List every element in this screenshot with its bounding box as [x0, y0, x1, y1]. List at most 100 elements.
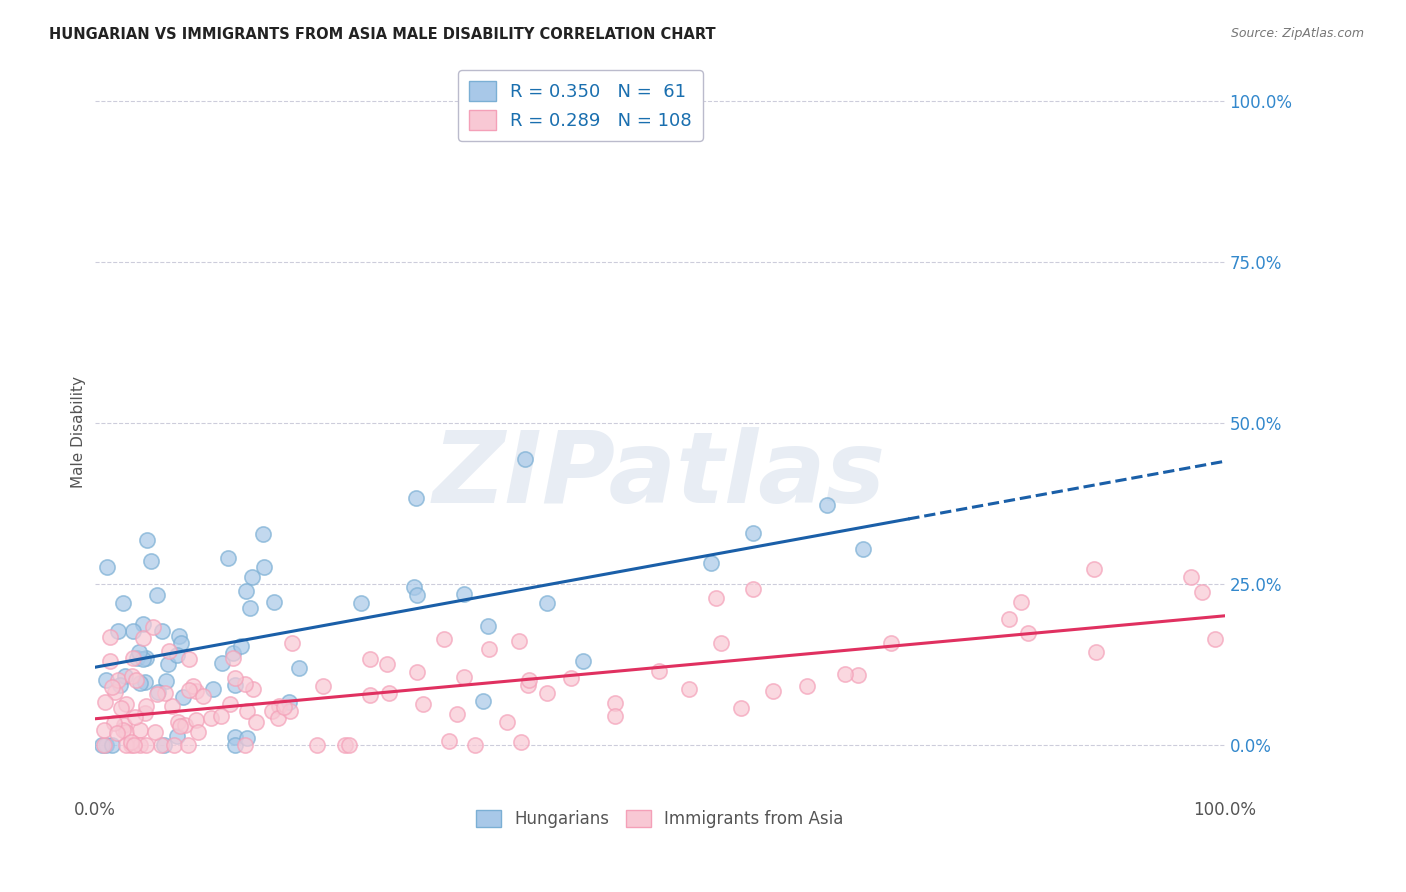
Point — [848, 667, 870, 681]
Point — [224, 678, 246, 692]
Point — [741, 582, 763, 597]
Point — [179, 683, 201, 698]
Point — [572, 654, 595, 668]
Point — [603, 709, 626, 723]
Point — [647, 664, 669, 678]
Point — [131, 616, 153, 631]
Point — [287, 661, 309, 675]
Point — [184, 713, 207, 727]
Point — [339, 738, 361, 752]
Point — [834, 667, 856, 681]
Point — [166, 730, 188, 744]
Point — [135, 738, 157, 752]
Point — [211, 656, 233, 670]
Point — [104, 685, 127, 699]
Point — [730, 701, 752, 715]
Point — [209, 708, 232, 723]
Point — [333, 738, 356, 752]
Point — [472, 694, 495, 708]
Point — [517, 678, 540, 692]
Point — [1204, 632, 1226, 646]
Point — [128, 645, 150, 659]
Point — [107, 673, 129, 687]
Point — [173, 718, 195, 732]
Point — [236, 731, 259, 746]
Point — [122, 651, 145, 665]
Point — [433, 632, 456, 647]
Point — [184, 684, 207, 698]
Point — [1010, 595, 1032, 609]
Point — [278, 704, 301, 718]
Point — [110, 701, 132, 715]
Point — [150, 738, 173, 752]
Point — [124, 709, 146, 723]
Point — [131, 651, 153, 665]
Point — [453, 587, 475, 601]
Point — [235, 738, 257, 752]
Point — [378, 686, 401, 700]
Point — [350, 596, 373, 610]
Point — [242, 682, 264, 697]
Point — [510, 735, 533, 749]
Point — [239, 601, 262, 615]
Point — [235, 583, 257, 598]
Point — [125, 673, 148, 687]
Point — [127, 650, 149, 665]
Point — [157, 657, 180, 671]
Point — [157, 644, 180, 658]
Point — [477, 619, 499, 633]
Point — [100, 738, 122, 752]
Point — [120, 735, 142, 749]
Point — [114, 738, 136, 752]
Legend: Hungarians, Immigrants from Asia: Hungarians, Immigrants from Asia — [470, 804, 851, 835]
Point — [108, 678, 131, 692]
Text: Source: ZipAtlas.com: Source: ZipAtlas.com — [1230, 27, 1364, 40]
Point — [312, 679, 335, 693]
Point — [93, 738, 115, 752]
Point — [560, 671, 582, 685]
Y-axis label: Male Disability: Male Disability — [72, 376, 86, 488]
Point — [453, 670, 475, 684]
Point — [478, 642, 501, 657]
Point — [742, 525, 765, 540]
Point — [134, 674, 156, 689]
Point — [405, 491, 427, 505]
Point — [115, 725, 138, 739]
Text: ZIPatlas: ZIPatlas — [433, 427, 886, 524]
Point — [200, 711, 222, 725]
Point — [307, 738, 329, 752]
Point — [167, 714, 190, 729]
Point — [177, 652, 200, 666]
Point — [222, 646, 245, 660]
Point — [170, 635, 193, 649]
Point — [1085, 645, 1108, 659]
Point — [135, 650, 157, 665]
Point — [536, 685, 558, 699]
Point — [142, 619, 165, 633]
Point — [132, 631, 155, 645]
Point — [1017, 625, 1039, 640]
Point — [224, 738, 246, 752]
Point — [700, 556, 723, 570]
Point — [181, 679, 204, 693]
Point — [93, 723, 115, 738]
Point — [796, 679, 818, 693]
Point — [124, 738, 146, 752]
Point — [1180, 570, 1202, 584]
Point — [160, 699, 183, 714]
Point — [103, 715, 125, 730]
Point — [240, 569, 263, 583]
Point — [464, 738, 486, 752]
Point — [815, 498, 838, 512]
Point — [121, 624, 143, 639]
Point — [153, 738, 176, 752]
Point — [678, 682, 700, 697]
Point — [107, 624, 129, 638]
Point — [273, 699, 295, 714]
Point — [281, 636, 304, 650]
Point — [135, 533, 157, 548]
Point — [495, 714, 517, 729]
Point — [150, 624, 173, 639]
Point — [111, 596, 134, 610]
Point — [515, 451, 537, 466]
